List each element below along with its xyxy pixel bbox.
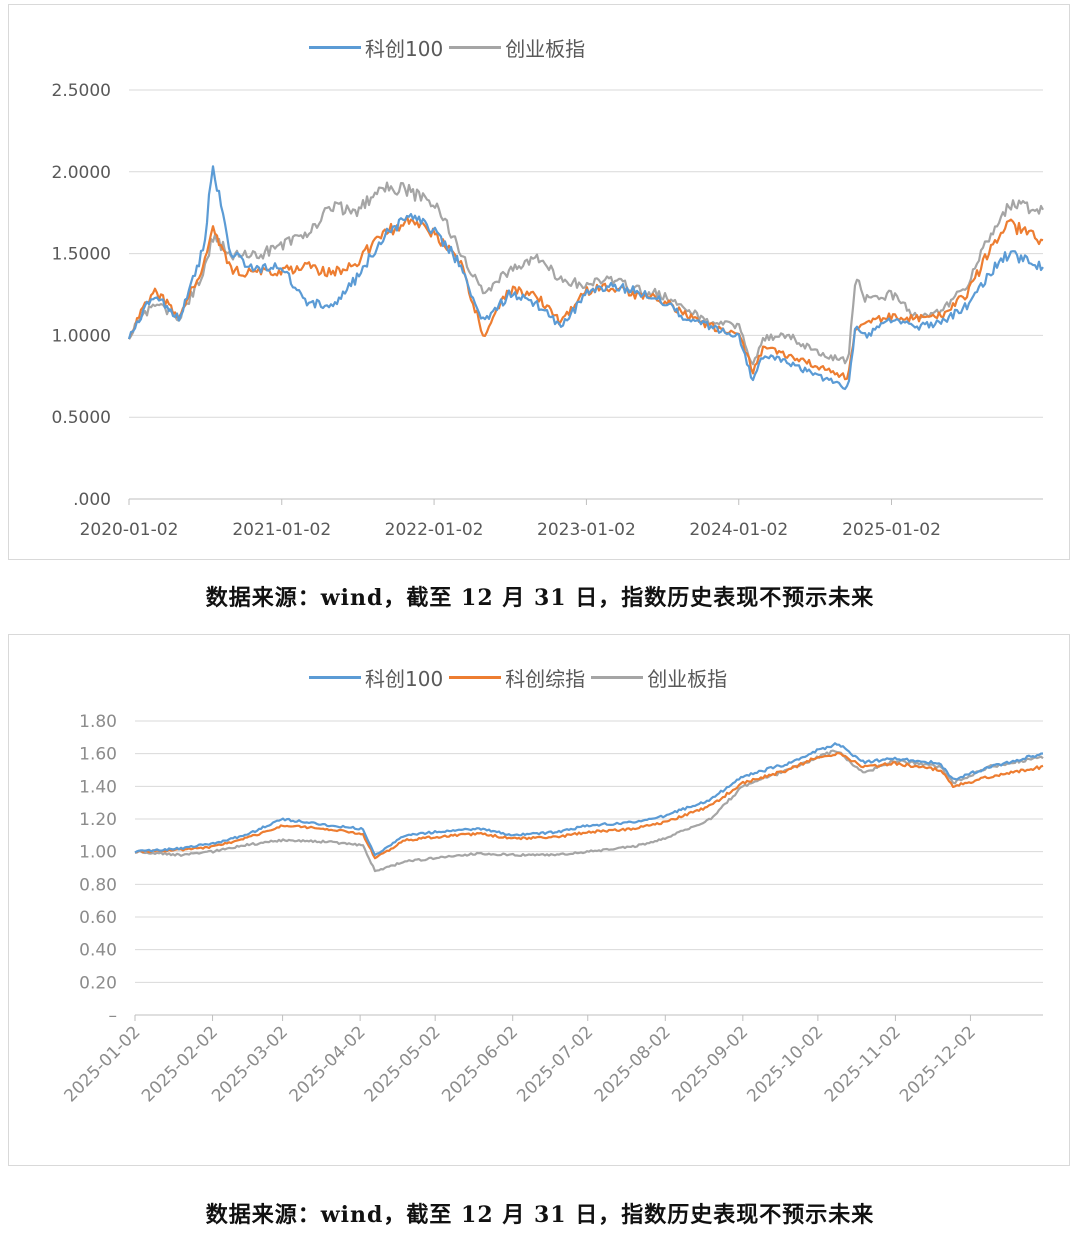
y-tick-label: 2.0000 (52, 163, 111, 183)
legend-label: 科创100 (365, 37, 444, 61)
legend-label: 科创100 (365, 667, 444, 691)
y-tick-label: 1.40 (79, 777, 117, 797)
legend-swatch (309, 676, 361, 679)
y-tick-label: 1.0000 (52, 326, 111, 346)
x-tick-label: 2025-09-02 (668, 1022, 752, 1106)
x-tick-label: 2025-05-02 (361, 1022, 445, 1106)
x-tick-label: 2025-11-02 (821, 1022, 905, 1106)
y-tick-label: 1.5000 (52, 245, 111, 265)
chart-2-legend: 科创100 科创综指 创业板指 (309, 663, 733, 692)
y-tick-label: 0.20 (79, 973, 117, 993)
y-tick-label: 1.20 (79, 810, 117, 830)
x-tick-label: 2025-12-02 (896, 1022, 980, 1106)
x-tick-label: 2025-10-02 (743, 1022, 827, 1106)
legend-item: 创业板指 (591, 663, 727, 692)
x-tick-label: 2020-01-02 (80, 520, 179, 540)
x-tick-label: 2025-04-02 (286, 1022, 370, 1106)
x-tick-label: 2022-01-02 (385, 520, 484, 540)
y-tick-label: 0.60 (79, 908, 117, 928)
chart-panel-2: 1.80 1.60 1.40 1.20 1.00 0.80 0.60 0.40 0.20–202… (8, 634, 1070, 1166)
y-tick-label: – (109, 1006, 118, 1026)
series-line (127, 215, 1044, 381)
chart-2: 1.801.601.401.201.000.800.600.400.20–202… (61, 712, 1044, 1106)
chart-panel-1: 2.5000 2.0000 1.5000 1.0000 0.5000 .000 2020-0… (8, 4, 1070, 560)
chart-1-legend: 科创100 创业板指 (309, 33, 591, 62)
legend-label: 创业板指 (505, 37, 586, 61)
source-caption-top: 数据来源：wind，截至 12 月 31 日，指数历史表现不预示未来 (205, 585, 875, 611)
x-tick-label: 2025-01-02 (842, 520, 941, 540)
legend-swatch (309, 46, 361, 49)
series-line (134, 742, 1044, 857)
y-tick-label: 2.5000 (52, 81, 111, 101)
y-tick-label: 1.60 (79, 745, 117, 765)
x-tick-label: 2025-01-02 (61, 1022, 145, 1106)
x-tick-label: 2023-01-02 (537, 520, 636, 540)
legend-swatch (449, 676, 502, 679)
y-tick-label: 0.40 (79, 941, 117, 961)
x-tick-label: 2025-03-02 (208, 1022, 292, 1106)
series-line (134, 752, 1044, 860)
y-tick-label: 1.00 (79, 843, 117, 863)
y-tick-label: 0.80 (79, 875, 117, 895)
legend-swatch (449, 46, 502, 49)
y-tick-label: 0.5000 (52, 408, 111, 428)
series-line (128, 181, 1044, 366)
y-tick-label: .000 (73, 490, 111, 510)
legend-label: 科创综指 (505, 667, 586, 691)
x-tick-label: 2025-06-02 (438, 1022, 522, 1106)
legend-item: 科创100 (309, 663, 443, 692)
series-line (127, 165, 1044, 391)
series-line (134, 749, 1044, 873)
legend-label: 创业板指 (647, 667, 728, 691)
source-caption-bottom: 数据来源：wind，截至 12 月 31 日，指数历史表现不预示未来 (205, 1202, 875, 1228)
legend-item: 科创100 (309, 33, 443, 62)
legend-swatch (591, 676, 644, 679)
x-tick-label: 2021-01-02 (232, 520, 331, 540)
legend-item: 创业板指 (449, 33, 585, 62)
x-tick-label: 2025-08-02 (591, 1022, 675, 1106)
y-tick-label: 1.80 (79, 712, 117, 732)
x-tick-label: 2025-07-02 (513, 1022, 597, 1106)
legend-item: 科创综指 (449, 663, 585, 692)
chart-1: 2.5000 2.0000 1.5000 1.0000 0.5000 .000 2020-0… (52, 81, 1044, 540)
x-tick-label: 2024-01-02 (689, 520, 788, 540)
